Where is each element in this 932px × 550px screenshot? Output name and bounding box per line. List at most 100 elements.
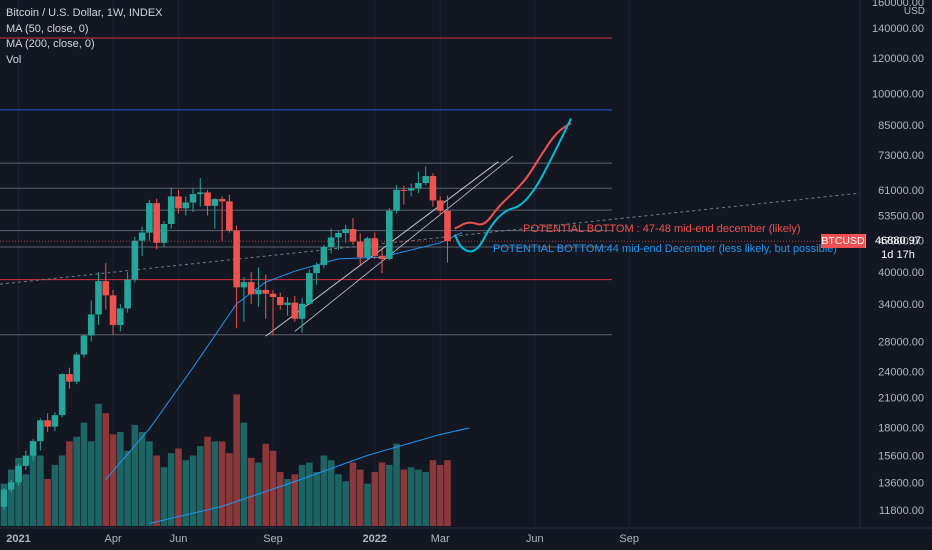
candle: [276, 297, 284, 305]
ma200-legend[interactable]: MA (200, close, 0): [6, 38, 95, 50]
chart-legend: Bitcoin / U.S. Dollar, 1W, INDEX MA (50,…: [6, 6, 163, 68]
volume-bar: [429, 460, 437, 526]
volume-bar: [269, 450, 277, 526]
candle: [138, 232, 146, 241]
candle: [429, 176, 437, 201]
candle: [320, 247, 328, 265]
volume-legend[interactable]: Vol: [6, 53, 22, 66]
candle: [0, 489, 8, 507]
time-tick-label: Apr: [104, 533, 121, 545]
volume-bar: [276, 471, 284, 526]
candle: [269, 293, 277, 298]
volume-bar: [306, 462, 313, 526]
volume-bar: [66, 441, 73, 526]
candle: [117, 308, 124, 325]
volume-bar: [87, 441, 95, 526]
candle: [29, 441, 37, 456]
price-tick-label: 140000.00: [872, 23, 924, 35]
time-tick-label: Sep: [619, 533, 639, 545]
volume-bar: [167, 453, 175, 526]
volume-bar: [284, 479, 291, 526]
candle: [327, 237, 335, 248]
volume-bar: [153, 455, 160, 526]
ma50-legend[interactable]: MA (50, close, 0): [6, 22, 89, 35]
candle: [298, 303, 306, 319]
price-symbol: BTCUSD: [821, 234, 866, 248]
ma200-line: [149, 427, 470, 524]
candle: [233, 230, 240, 288]
volume-bar: [80, 422, 88, 526]
price-tick-label: 18000.00: [878, 423, 924, 435]
candle: [204, 192, 211, 206]
candle: [175, 196, 182, 209]
annotation-blue[interactable]: POTENTIAL BOTTOM:44 mid-end December (le…: [493, 243, 837, 255]
volume-bar: [102, 413, 110, 526]
price-tick-label: 11800.00: [879, 505, 924, 517]
symbol-title[interactable]: Bitcoin / U.S. Dollar, 1W, INDEX: [6, 7, 163, 19]
time-tick-label: Jun: [170, 533, 188, 545]
price-tick-label: 21000.00: [878, 393, 924, 405]
volume-bar: [117, 432, 124, 526]
price-tick-label: 15600.00: [878, 451, 924, 463]
volume-bar: [95, 403, 102, 526]
volume-bar: [22, 474, 30, 526]
candle: [182, 202, 190, 209]
candle: [226, 201, 233, 231]
annotation-red[interactable]: POTENTIAL BOTTOM : 47-48 mid-end decembe…: [523, 223, 801, 235]
price-tick-label: 53500.00: [878, 210, 924, 222]
candle: [80, 335, 88, 355]
volume-bar: [218, 441, 226, 526]
time-tick-label: Sep: [263, 533, 283, 545]
volume-bar: [327, 460, 335, 526]
candle: [306, 273, 313, 304]
candle: [436, 200, 444, 211]
volume-bar: [131, 424, 139, 526]
candle: [349, 229, 357, 242]
price-tick-label: 73000.00: [878, 150, 924, 162]
candle: [400, 189, 408, 191]
candle: [37, 420, 44, 442]
volume-bar: [7, 469, 15, 526]
volume-bar: [51, 464, 59, 526]
volume-bar: [124, 450, 131, 526]
bar-countdown: 1d 17h: [881, 249, 915, 261]
price-tick-label: 28000.00: [878, 337, 924, 349]
candle: [124, 279, 131, 309]
projection-blue: [453, 118, 572, 253]
candle: [102, 281, 110, 296]
candle: [189, 194, 197, 203]
candle: [378, 255, 386, 259]
price-tick-label: 40000.00: [878, 267, 924, 279]
candle: [284, 302, 291, 305]
volume-bar: [189, 455, 197, 526]
price-tick-label: 47000.00: [878, 236, 924, 248]
volume-bar: [386, 464, 393, 526]
candle: [109, 295, 117, 325]
volume-bar: [58, 455, 66, 526]
candle: [371, 238, 379, 256]
volume-bar: [44, 479, 51, 526]
price-tick-label: 120000.00: [872, 53, 924, 65]
candle: [240, 282, 248, 288]
volume-bar: [182, 460, 190, 526]
candle: [211, 199, 219, 206]
volume-bar: [175, 448, 182, 526]
volume-bar: [349, 462, 357, 526]
candle: [196, 192, 204, 195]
volume-bar: [444, 460, 451, 526]
volume-bar: [247, 457, 255, 526]
candle: [51, 415, 59, 427]
volume-bar: [378, 462, 386, 526]
volume-bar: [313, 471, 320, 526]
volume-bar: [109, 434, 117, 526]
candle: [146, 203, 153, 233]
volume-bar: [226, 453, 233, 526]
candle: [95, 281, 102, 315]
volume-bar: [298, 464, 306, 526]
price-tick-label: 34000.00: [878, 299, 924, 311]
candle: [255, 289, 262, 295]
candle: [356, 241, 364, 258]
volume-bar: [240, 422, 248, 526]
volume-bar: [335, 474, 342, 526]
